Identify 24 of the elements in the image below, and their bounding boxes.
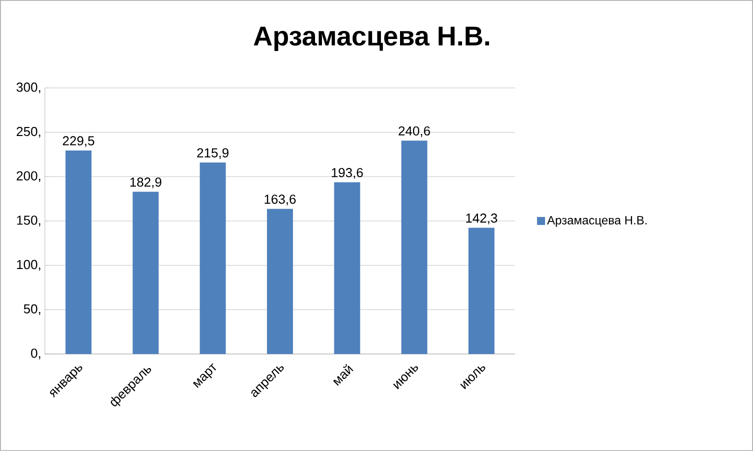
bar xyxy=(468,228,494,354)
data-label: 182,9 xyxy=(130,178,162,188)
y-tick-label: 50, xyxy=(24,304,40,316)
legend-label: Арзамасцева Н.В. xyxy=(547,216,647,227)
y-tick-label: 250, xyxy=(16,126,40,138)
data-label: 215,9 xyxy=(197,148,228,160)
data-label: 142,3 xyxy=(466,214,498,224)
data-label: 240,6 xyxy=(398,126,430,138)
x-tick-label: май xyxy=(333,364,354,386)
bar xyxy=(200,162,226,354)
bar xyxy=(334,182,360,354)
data-label: 163,6 xyxy=(264,194,296,206)
y-tick-label: 200, xyxy=(16,171,40,182)
y-tick-label: 100, xyxy=(17,260,40,271)
y-tick-label: 300, xyxy=(16,82,40,94)
chart-title: Арзамасцева Н.В. xyxy=(254,26,490,52)
y-tick-label: 0, xyxy=(31,348,40,360)
bar xyxy=(401,140,428,354)
data-label: 229,5 xyxy=(62,136,94,147)
data-label: 193,6 xyxy=(332,168,363,179)
y-tick-label: 150, xyxy=(17,216,40,226)
bar xyxy=(65,150,92,354)
bar xyxy=(132,192,159,354)
bar xyxy=(266,208,293,354)
